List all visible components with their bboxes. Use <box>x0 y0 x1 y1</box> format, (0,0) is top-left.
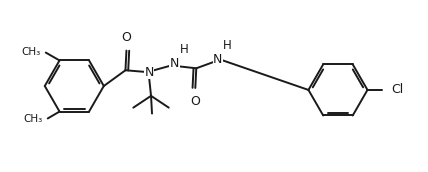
Text: CH₃: CH₃ <box>21 47 41 57</box>
Text: H: H <box>180 42 188 56</box>
Text: N: N <box>144 66 154 79</box>
Text: O: O <box>190 95 200 108</box>
Text: H: H <box>223 39 232 52</box>
Text: N: N <box>213 53 223 66</box>
Text: Cl: Cl <box>391 83 403 96</box>
Text: N: N <box>170 57 179 70</box>
Text: O: O <box>122 31 131 44</box>
Text: CH₃: CH₃ <box>24 114 43 124</box>
